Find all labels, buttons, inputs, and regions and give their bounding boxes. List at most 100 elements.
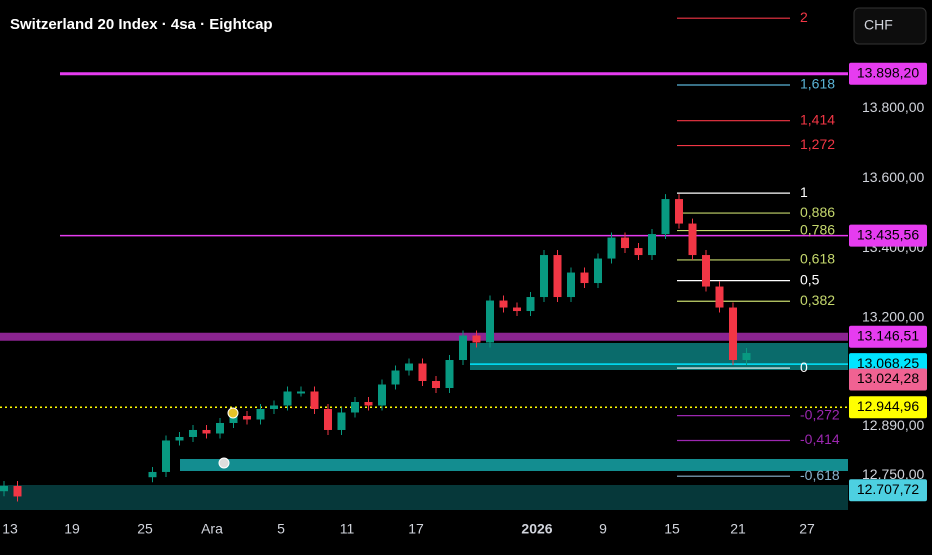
marker [218,457,230,469]
price-badge [849,224,927,247]
x-tick-label: 25 [137,521,153,537]
candle [499,300,508,308]
candle [594,258,602,284]
candle [580,272,589,284]
candle [175,436,184,441]
currency-button[interactable] [853,7,927,45]
fib-label: 0,382 [800,292,835,308]
price-badge-label: 12.707,72 [857,481,919,497]
candle [378,384,386,406]
candle [472,335,481,343]
chart-title: Switzerland 20 Index · 4sa · Eightcap [10,16,273,33]
x-tick-label: 21 [730,521,746,537]
candle [297,391,305,394]
fib-label: 1,272 [800,136,835,152]
candle [445,360,454,388]
candle [607,237,616,259]
price-badge [849,62,927,85]
currency-label[interactable]: CHF [864,17,893,33]
y-tick-label: 13.600,00 [862,169,924,185]
candle [337,412,346,430]
price-badge-label: 12.944,96 [857,398,919,414]
zone [180,459,848,471]
marker [227,407,239,419]
candle [418,363,427,382]
fib-label: -0,414 [800,431,840,447]
candle [715,286,724,308]
y-tick-label: 12.890,00 [862,417,924,433]
fib-label: -0,272 [800,406,840,422]
candle [621,237,629,249]
price-badge-label: 13.068,25 [857,355,919,371]
candle [270,405,278,409]
x-tick-label: 19 [64,521,80,537]
candle [324,408,332,430]
zone [470,343,848,370]
candle [243,415,251,420]
price-badge-label: 13.146,51 [857,327,919,343]
price-badge-label: 13.435,56 [857,226,919,242]
price-badge [849,368,927,391]
candle [391,370,400,385]
fib-label: 1,618 [800,76,835,92]
candle [729,307,737,361]
price-badge [849,325,927,348]
price-badge [849,479,927,502]
fib-label: -0,618 [800,467,840,483]
candle [13,485,22,497]
candle [256,408,265,420]
candle [364,401,373,406]
candle [553,255,562,298]
candle [162,440,170,472]
fib-label: 1,414 [800,111,835,127]
zone [0,485,848,510]
candle [189,429,197,437]
x-tick-label: 13 [2,521,18,537]
x-tick-label: 9 [599,521,607,537]
candle [310,391,319,409]
candle [661,199,670,235]
candle [634,248,643,256]
fib-label: 0 [800,359,808,375]
candle [688,223,697,256]
candle [216,422,224,434]
candle [526,297,535,312]
candle [229,415,238,423]
candle [540,255,548,298]
y-tick-label: 13.800,00 [862,99,924,115]
candle [148,471,157,478]
fib-label: 1 [800,184,808,200]
price-badge-label: 13.024,28 [857,370,919,386]
candle [486,300,494,343]
candle [459,335,467,361]
candle [405,363,413,371]
candle [432,381,440,388]
candle [702,255,710,287]
candle [742,353,751,361]
price-badge [849,396,927,419]
x-tick-label: 27 [799,521,815,537]
x-tick-label: 17 [408,521,424,537]
fib-label: 0,886 [800,204,835,220]
candle [675,199,683,224]
x-tick-label: 5 [277,521,285,537]
candle [351,401,359,413]
y-tick-label: 12.750,00 [862,466,924,482]
candle [0,485,8,492]
fib-label: 0,786 [800,221,835,237]
x-tick-label: Ara [201,521,223,537]
price-badge-label: 13.898,20 [857,64,919,80]
candle [202,429,211,434]
x-tick-label: 11 [340,521,355,537]
fib-label: 0,618 [800,251,835,267]
candle [648,234,656,256]
x-tick-label: 2026 [521,521,552,537]
y-tick-label: 13.200,00 [862,309,924,325]
zones [0,343,848,510]
candle [567,272,575,298]
fib-label: 2 [800,9,808,25]
candle [283,391,292,406]
